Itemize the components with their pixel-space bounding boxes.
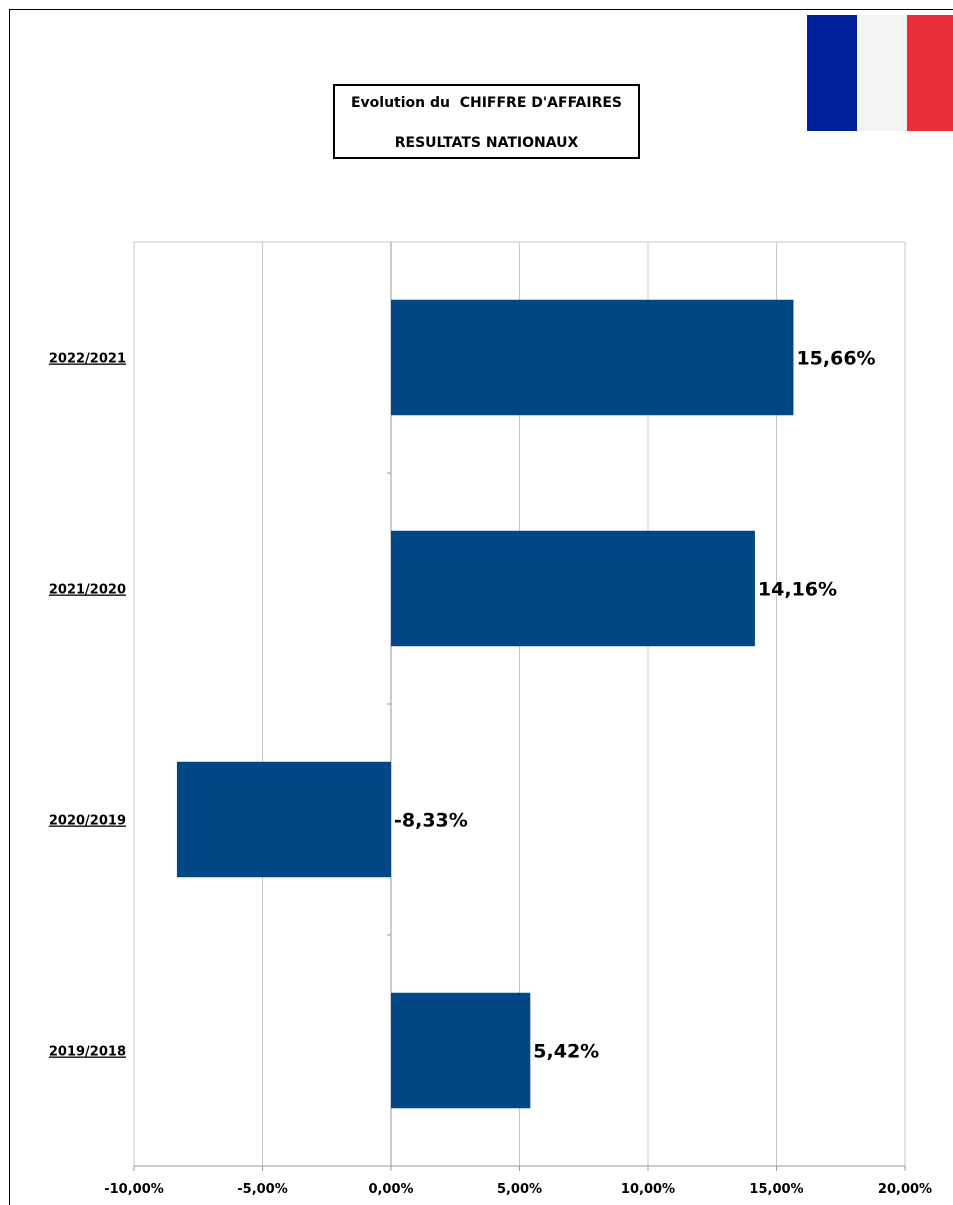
data-label: 14,16% — [758, 579, 837, 601]
chart-frame — [9, 9, 953, 1205]
flag-blue-band — [807, 15, 857, 131]
x-tick-label: -5,00% — [237, 1182, 288, 1197]
category-label: 2022/2021 — [49, 352, 126, 367]
x-tick-label: 20,00% — [878, 1182, 932, 1197]
chart-title: Evolution du CHIFFRE D'AFFAIRES — [350, 95, 623, 111]
x-tick-label: 0,00% — [368, 1182, 413, 1197]
flag-white-band — [857, 15, 907, 131]
data-label: 15,66% — [796, 348, 875, 370]
france-flag-icon — [807, 15, 953, 131]
category-label: 2019/2018 — [49, 1045, 126, 1060]
bar — [176, 761, 391, 878]
category-label: 2020/2019 — [49, 814, 126, 829]
data-label: 5,42% — [533, 1041, 599, 1063]
bar — [391, 299, 794, 416]
x-tick-label: 5,00% — [497, 1182, 542, 1197]
x-tick-label: 15,00% — [749, 1182, 803, 1197]
flag-red-band — [907, 15, 953, 131]
chart-subtitle: RESULTATS NATIONAUX — [394, 135, 579, 151]
bar — [391, 992, 531, 1109]
chart-title-box: Evolution du CHIFFRE D'AFFAIRES RESULTAT… — [333, 84, 640, 159]
x-tick-label: -10,00% — [104, 1182, 164, 1197]
x-tick-label: 10,00% — [621, 1182, 675, 1197]
category-label: 2021/2020 — [49, 583, 126, 598]
bar — [391, 530, 755, 647]
data-label: -8,33% — [394, 810, 468, 832]
